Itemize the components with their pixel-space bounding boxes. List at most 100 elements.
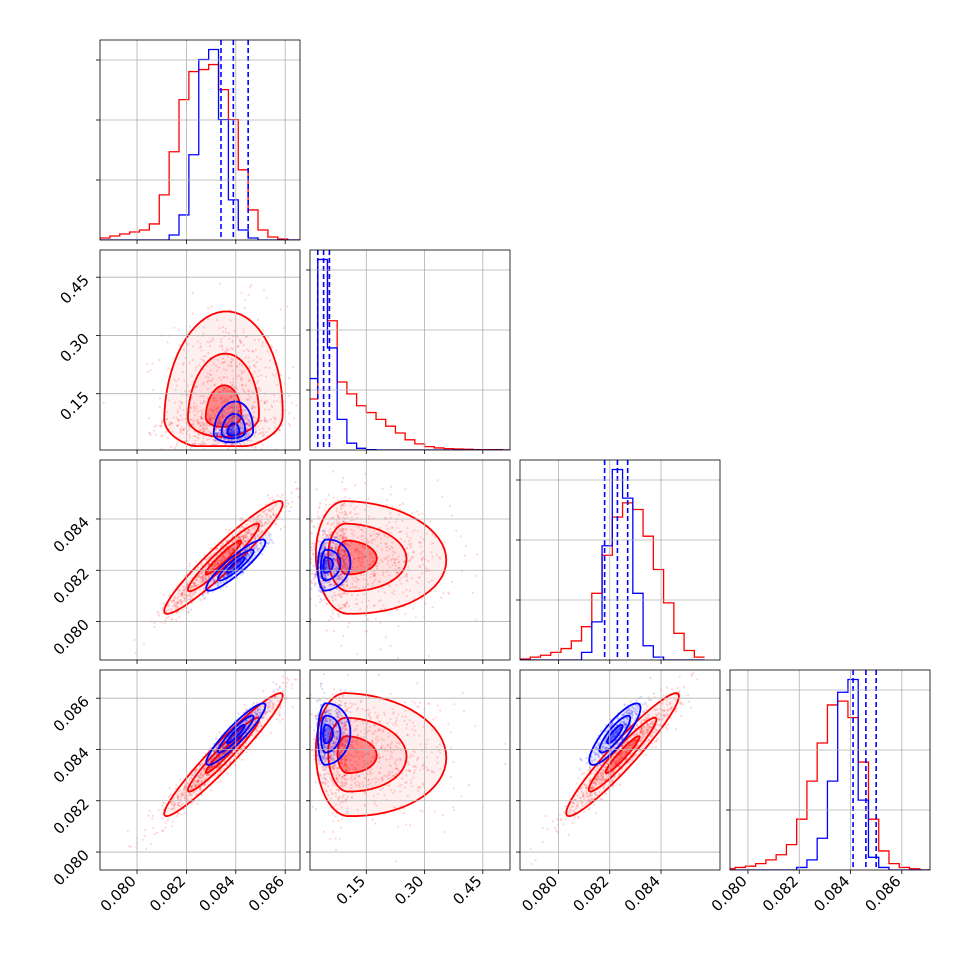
sample-b-point bbox=[164, 826, 166, 828]
sample-b-point bbox=[367, 619, 369, 621]
sample-b-point bbox=[279, 721, 281, 723]
sample-b-point bbox=[291, 683, 293, 685]
sample-b-point bbox=[289, 425, 291, 427]
sample-b-point bbox=[167, 367, 169, 369]
sample-b-point bbox=[164, 822, 166, 824]
sample-b-point bbox=[171, 618, 173, 620]
sample-b-point bbox=[475, 575, 477, 577]
sample-b-point bbox=[292, 366, 294, 368]
sample-b-point bbox=[285, 685, 287, 687]
sample-a-point bbox=[310, 587, 312, 589]
sample-b-point bbox=[147, 815, 149, 817]
sample-a-point bbox=[318, 589, 320, 591]
sample-a-point bbox=[264, 534, 266, 536]
sample-b-point bbox=[174, 447, 176, 449]
sample-b-point bbox=[280, 374, 282, 376]
sample-a-point bbox=[314, 583, 316, 585]
sample-b-point bbox=[475, 619, 477, 621]
tick-label-x: 0.080 bbox=[708, 872, 751, 915]
sample-a-point bbox=[204, 597, 206, 599]
sample-b-point bbox=[164, 622, 166, 624]
sample-b-point bbox=[435, 590, 437, 592]
sample-b-point bbox=[404, 488, 406, 490]
sample-b-point bbox=[279, 496, 281, 498]
sample-b-point bbox=[286, 677, 288, 679]
sample-b-point bbox=[130, 846, 132, 848]
sample-b-point bbox=[280, 308, 282, 310]
sample-b-point bbox=[267, 494, 269, 496]
sample-b-point bbox=[325, 498, 327, 500]
sample-a-point bbox=[268, 538, 270, 540]
sample-b-point bbox=[397, 657, 399, 659]
sample-b-point bbox=[169, 794, 171, 796]
sample-b-point bbox=[418, 514, 420, 516]
sample-b-point bbox=[286, 505, 288, 507]
sample-b-point bbox=[389, 645, 391, 647]
sample-b-point bbox=[148, 432, 150, 434]
sample-b-point bbox=[171, 825, 173, 827]
sample-b-point bbox=[276, 349, 278, 351]
sample-b-point bbox=[416, 510, 418, 512]
sample-b-point bbox=[307, 469, 309, 471]
sample-b-point bbox=[288, 395, 290, 397]
sample-b-point bbox=[381, 488, 383, 490]
sample-b-point bbox=[283, 327, 285, 329]
sample-b-point bbox=[342, 635, 344, 637]
sample-a-point bbox=[225, 585, 227, 587]
sample-b-point bbox=[240, 292, 242, 294]
sample-b-point bbox=[451, 581, 453, 583]
sample-b-point bbox=[276, 718, 278, 720]
sample-b-point bbox=[153, 622, 155, 624]
sample-b-point bbox=[158, 359, 160, 361]
panel-frame bbox=[730, 670, 930, 870]
sample-b-point bbox=[412, 607, 414, 609]
panel-p2-p1 bbox=[306, 460, 510, 664]
sample-b-point bbox=[152, 389, 154, 391]
sample-b-point bbox=[330, 615, 332, 617]
sample-b-point bbox=[328, 494, 330, 496]
sample-b-point bbox=[218, 731, 220, 733]
sample-b-point bbox=[243, 307, 245, 309]
sample-b-point bbox=[311, 549, 313, 551]
sample-b-point bbox=[191, 803, 193, 805]
sample-b-point bbox=[157, 809, 159, 811]
panel-frame bbox=[520, 460, 720, 660]
sample-a-point bbox=[320, 598, 322, 600]
sample-b-point bbox=[228, 529, 230, 531]
sample-b-point bbox=[312, 553, 314, 555]
sample-b-point bbox=[152, 827, 154, 829]
sample-b-point bbox=[148, 417, 150, 419]
sample-b-point bbox=[286, 306, 288, 308]
sample-b-point bbox=[178, 616, 180, 618]
sample-b-point bbox=[356, 653, 358, 655]
tick-label-x: 0.086 bbox=[862, 872, 905, 915]
sample-a-point bbox=[312, 565, 314, 567]
sample-b-point bbox=[167, 341, 169, 343]
sample-b-point bbox=[292, 706, 294, 708]
sample-b-point bbox=[310, 562, 312, 564]
sample-b-fill bbox=[164, 501, 283, 614]
sample-a-point bbox=[314, 576, 316, 578]
sample-b-point bbox=[145, 848, 147, 850]
sample-b-point bbox=[273, 681, 275, 683]
sample-b-point bbox=[167, 437, 169, 439]
sample-b-point bbox=[162, 607, 164, 609]
tick-label-x: 0.084 bbox=[810, 872, 853, 915]
sample-a-point bbox=[242, 572, 244, 574]
sample-b-point bbox=[238, 757, 240, 759]
sample-b-point bbox=[311, 543, 313, 545]
sample-b-point bbox=[313, 545, 315, 547]
sample-b-point bbox=[159, 425, 161, 427]
sample-b-point bbox=[287, 679, 289, 681]
sample-b-point bbox=[241, 759, 243, 761]
sample-b-point bbox=[262, 444, 264, 446]
sample-b-point bbox=[181, 609, 183, 611]
sample-b-point bbox=[390, 493, 392, 495]
panel-p1-p0: 0.150.300.45 bbox=[56, 231, 313, 454]
sample-b-point bbox=[163, 594, 165, 596]
sample-b-point bbox=[270, 732, 272, 734]
sample-b-point bbox=[143, 643, 145, 645]
sample-b-point bbox=[311, 532, 313, 534]
sample-b-point bbox=[250, 284, 252, 286]
